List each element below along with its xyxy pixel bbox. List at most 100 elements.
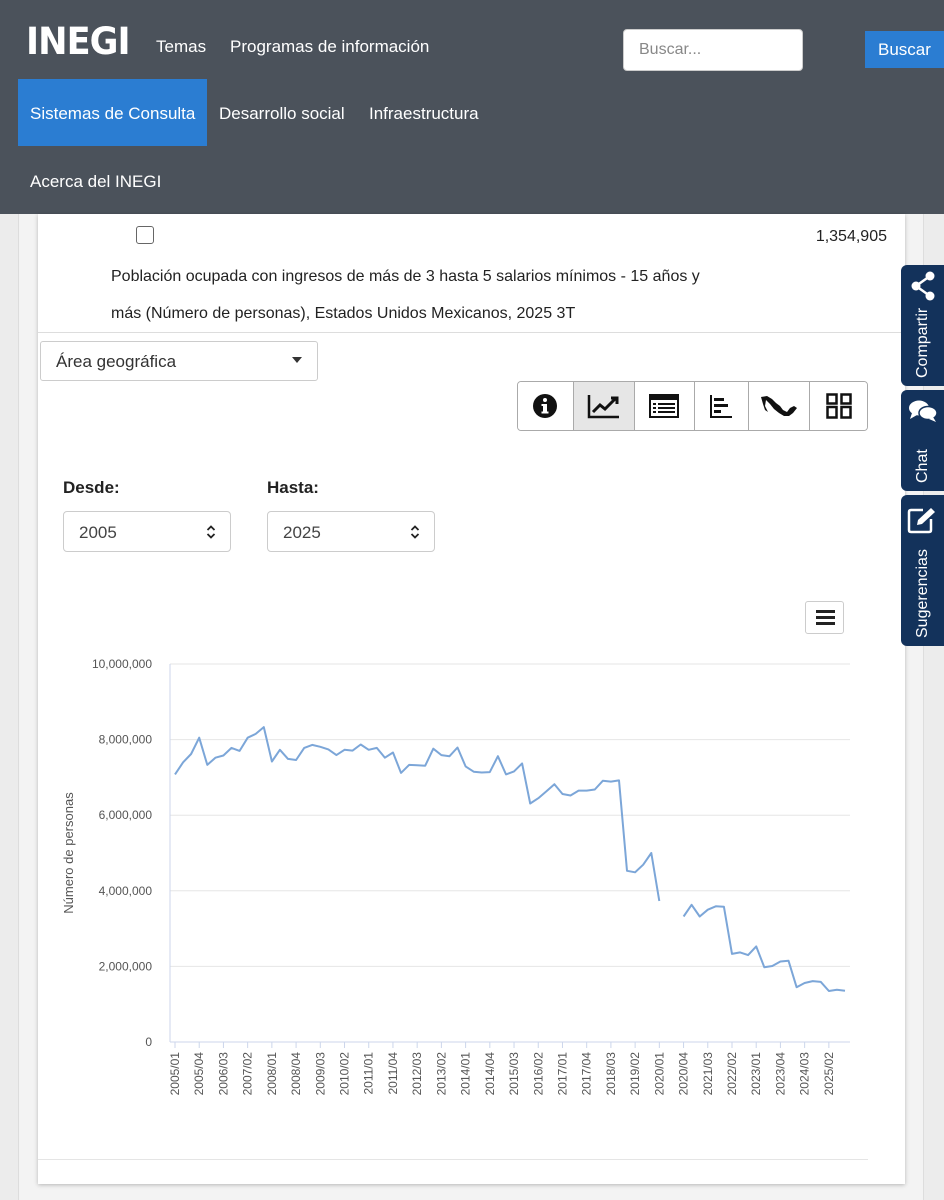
data-point[interactable] xyxy=(325,746,331,752)
data-point[interactable] xyxy=(342,747,348,753)
inegi-logo[interactable]: INEGI xyxy=(26,20,131,63)
search-input[interactable] xyxy=(623,29,803,71)
data-point[interactable] xyxy=(600,778,606,784)
data-point[interactable] xyxy=(834,987,840,993)
data-point[interactable] xyxy=(479,770,485,776)
data-point[interactable] xyxy=(616,777,622,783)
data-point[interactable] xyxy=(519,760,525,766)
data-point[interactable] xyxy=(543,788,549,794)
data-point[interactable] xyxy=(721,904,727,910)
data-point[interactable] xyxy=(794,984,800,990)
dashboard-button[interactable] xyxy=(810,382,867,430)
chat-tab[interactable]: Chat xyxy=(901,390,944,491)
data-point[interactable] xyxy=(568,793,574,799)
data-point[interactable] xyxy=(802,980,808,986)
data-point[interactable] xyxy=(745,952,751,958)
data-point[interactable] xyxy=(204,762,210,768)
data-point[interactable] xyxy=(350,748,356,754)
data-point[interactable] xyxy=(753,943,759,949)
data-point[interactable] xyxy=(237,748,243,754)
data-point[interactable] xyxy=(463,763,469,769)
data-point[interactable] xyxy=(689,902,695,908)
data-point[interactable] xyxy=(818,979,824,985)
series-line[interactable] xyxy=(174,726,846,992)
data-point[interactable] xyxy=(713,903,719,909)
data-point[interactable] xyxy=(535,795,541,801)
data-point[interactable] xyxy=(261,724,267,730)
line-chart-button[interactable] xyxy=(573,382,635,430)
data-point[interactable] xyxy=(317,744,323,750)
data-point[interactable] xyxy=(576,788,582,794)
data-point[interactable] xyxy=(398,770,404,776)
data-point[interactable] xyxy=(729,951,735,957)
data-point[interactable] xyxy=(220,753,226,759)
data-point[interactable] xyxy=(761,964,767,970)
suggestions-tab[interactable]: Sugerencias xyxy=(901,495,944,646)
nav-programas[interactable]: Programas de información xyxy=(230,37,430,56)
data-point[interactable] xyxy=(447,753,453,759)
data-point[interactable] xyxy=(285,756,291,762)
nav-acerca[interactable]: Acerca del INEGI xyxy=(30,172,162,191)
data-point[interactable] xyxy=(592,787,598,793)
data-point[interactable] xyxy=(560,791,566,797)
data-point[interactable] xyxy=(487,769,493,775)
bar-chart-button[interactable] xyxy=(694,382,750,430)
data-point[interactable] xyxy=(196,735,202,741)
data-point[interactable] xyxy=(172,771,178,777)
data-point[interactable] xyxy=(495,753,501,759)
data-point[interactable] xyxy=(212,755,218,761)
data-point[interactable] xyxy=(842,988,848,994)
chart-menu-button[interactable] xyxy=(805,601,844,634)
info-button[interactable] xyxy=(518,382,574,430)
map-button[interactable] xyxy=(749,382,811,430)
data-point[interactable] xyxy=(301,745,307,751)
data-point[interactable] xyxy=(640,862,646,868)
data-point[interactable] xyxy=(632,869,638,875)
data-point[interactable] xyxy=(697,914,703,920)
data-point[interactable] xyxy=(245,735,251,741)
data-point[interactable] xyxy=(430,746,436,752)
desde-select[interactable]: 2005 xyxy=(63,511,231,552)
data-point[interactable] xyxy=(681,914,687,920)
nav-desarrollo-social[interactable]: Desarrollo social xyxy=(219,104,345,123)
data-point[interactable] xyxy=(648,850,654,856)
data-point[interactable] xyxy=(511,768,517,774)
nav-sistemas-consulta[interactable]: Sistemas de Consulta xyxy=(18,79,207,146)
data-point[interactable] xyxy=(786,958,792,964)
nav-temas[interactable]: Temas xyxy=(156,37,207,56)
data-point[interactable] xyxy=(188,751,194,757)
data-point[interactable] xyxy=(551,781,557,787)
data-point[interactable] xyxy=(527,801,533,807)
data-point[interactable] xyxy=(277,747,283,753)
data-point[interactable] xyxy=(826,988,832,994)
data-point[interactable] xyxy=(406,762,412,768)
data-point[interactable] xyxy=(656,898,662,904)
data-point[interactable] xyxy=(422,763,428,769)
data-point[interactable] xyxy=(374,745,380,751)
data-point[interactable] xyxy=(309,742,315,748)
nav-infraestructura[interactable]: Infraestructura xyxy=(369,104,479,123)
data-point[interactable] xyxy=(180,759,186,765)
data-point[interactable] xyxy=(737,949,743,955)
hasta-select[interactable]: 2025 xyxy=(267,511,435,552)
data-point[interactable] xyxy=(293,757,299,763)
data-point[interactable] xyxy=(777,959,783,965)
search-button[interactable]: Buscar xyxy=(865,31,944,68)
data-point[interactable] xyxy=(624,868,630,874)
data-point[interactable] xyxy=(366,747,372,753)
data-point[interactable] xyxy=(253,731,259,737)
data-point[interactable] xyxy=(390,750,396,756)
data-point[interactable] xyxy=(438,752,444,758)
table-button[interactable] xyxy=(634,382,695,430)
data-point[interactable] xyxy=(810,978,816,984)
data-point[interactable] xyxy=(269,759,275,765)
data-point[interactable] xyxy=(584,788,590,794)
data-point[interactable] xyxy=(769,963,775,969)
geo-area-select[interactable]: Área geográfica xyxy=(40,341,318,381)
data-point[interactable] xyxy=(229,745,235,751)
data-point[interactable] xyxy=(608,779,614,785)
data-point[interactable] xyxy=(382,755,388,761)
indicator-checkbox[interactable] xyxy=(136,226,154,244)
data-point[interactable] xyxy=(333,752,339,758)
data-point[interactable] xyxy=(503,771,509,777)
